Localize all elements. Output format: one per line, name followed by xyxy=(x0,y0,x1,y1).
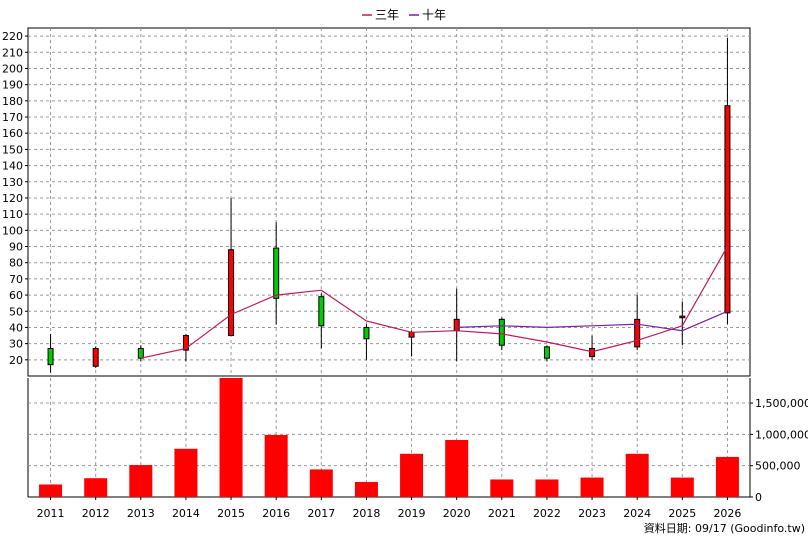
x-tick-label: 2022 xyxy=(533,507,561,520)
volume-tick-label: 0 xyxy=(755,491,762,504)
candle-body xyxy=(498,318,505,346)
price-tick-label: 100 xyxy=(2,224,23,237)
x-tick-label: 2023 xyxy=(578,507,606,520)
candle-body xyxy=(318,296,325,327)
candle-body xyxy=(679,315,686,319)
source-label: 資料日期: 09/17 (Goodinfo.tw) xyxy=(644,521,805,535)
price-tick-label: 80 xyxy=(9,257,23,270)
x-tick-label: 2018 xyxy=(352,507,380,520)
volume-bar xyxy=(219,378,243,497)
volume-bar xyxy=(445,440,469,497)
price-tick-label: 120 xyxy=(2,192,23,205)
ma-line-three-year xyxy=(140,246,728,359)
volume-panel: 0 500,000 1,000,000 1,500,000 xyxy=(27,378,808,504)
price-tick-label: 140 xyxy=(2,160,23,173)
price-tick-label: 60 xyxy=(9,289,23,302)
price-tick-label: 150 xyxy=(2,143,23,156)
price-tick-label: 220 xyxy=(2,30,23,43)
price-tick-label: 170 xyxy=(2,111,23,124)
candle-body xyxy=(182,335,189,351)
volume-bar xyxy=(400,453,424,497)
price-tick-label: 180 xyxy=(2,95,23,108)
volume-bar xyxy=(670,477,694,497)
volume-bar xyxy=(580,477,604,497)
price-tick-label: 130 xyxy=(2,176,23,189)
candle-body xyxy=(228,249,235,337)
candle-body xyxy=(47,347,54,366)
legend: 三年 十年 xyxy=(362,8,446,22)
volume-bar xyxy=(264,434,288,497)
volume-tick-label: 1,000,000 xyxy=(755,428,808,441)
x-tick-label: 2024 xyxy=(623,507,651,520)
x-tick-label: 2014 xyxy=(172,507,200,520)
candle-body xyxy=(273,247,280,299)
ma-line-ten-year xyxy=(456,310,728,332)
candle-body xyxy=(543,346,550,359)
x-tick-label: 2021 xyxy=(488,507,516,520)
candle-body xyxy=(589,347,596,358)
legend-label-ten-year: 十年 xyxy=(422,8,446,22)
candle-body xyxy=(92,347,99,367)
volume-bar xyxy=(535,479,559,497)
price-panel: 20 30 40 50 60 70 80 90 100 110 120 130 140 150 160 170… xyxy=(2,27,751,377)
price-tick-label: 200 xyxy=(2,62,23,75)
candle-body xyxy=(137,347,144,359)
x-tick-label: 2019 xyxy=(398,507,426,520)
x-tick-label: 2015 xyxy=(217,507,245,520)
candle-body xyxy=(408,331,415,338)
x-tick-label: 2017 xyxy=(307,507,335,520)
price-tick-label: 90 xyxy=(9,241,23,254)
volume-bar xyxy=(39,484,63,497)
volume-bar xyxy=(309,469,333,497)
volume-bar xyxy=(354,481,378,497)
price-tick-label: 40 xyxy=(9,321,23,334)
volume-bar xyxy=(129,465,153,497)
x-axis: 2011 2012 2013 2014 2015 2016 2017 2018 2019 2020… xyxy=(37,497,741,520)
price-tick-label: 50 xyxy=(9,305,23,318)
legend-label-three-year: 三年 xyxy=(375,8,399,22)
volume-bar xyxy=(715,456,739,497)
price-tick-label: 70 xyxy=(9,273,23,286)
price-tick-label: 110 xyxy=(2,208,23,221)
x-tick-label: 2020 xyxy=(443,507,471,520)
volume-tick-label: 1,500,000 xyxy=(755,397,808,410)
price-tick-label: 190 xyxy=(2,79,23,92)
x-tick-label: 2026 xyxy=(713,507,741,520)
candle-body xyxy=(363,326,370,340)
price-tick-label: 20 xyxy=(9,354,23,367)
x-tick-label: 2025 xyxy=(668,507,696,520)
price-tick-label: 30 xyxy=(9,338,23,351)
candle-body xyxy=(453,318,460,332)
x-tick-label: 2016 xyxy=(262,507,290,520)
x-tick-label: 2013 xyxy=(127,507,155,520)
volume-bar xyxy=(625,453,649,497)
candle-body xyxy=(724,105,731,314)
x-tick-label: 2012 xyxy=(82,507,110,520)
volume-tick-label: 500,000 xyxy=(755,460,801,473)
price-plot-frame xyxy=(27,27,751,377)
volume-bar xyxy=(84,478,108,497)
price-tick-label: 160 xyxy=(2,127,23,140)
x-tick-label: 2011 xyxy=(37,507,65,520)
candle-body xyxy=(634,318,641,348)
volume-bar xyxy=(174,448,198,497)
volume-bar xyxy=(490,479,514,497)
price-tick-label: 210 xyxy=(2,46,23,59)
